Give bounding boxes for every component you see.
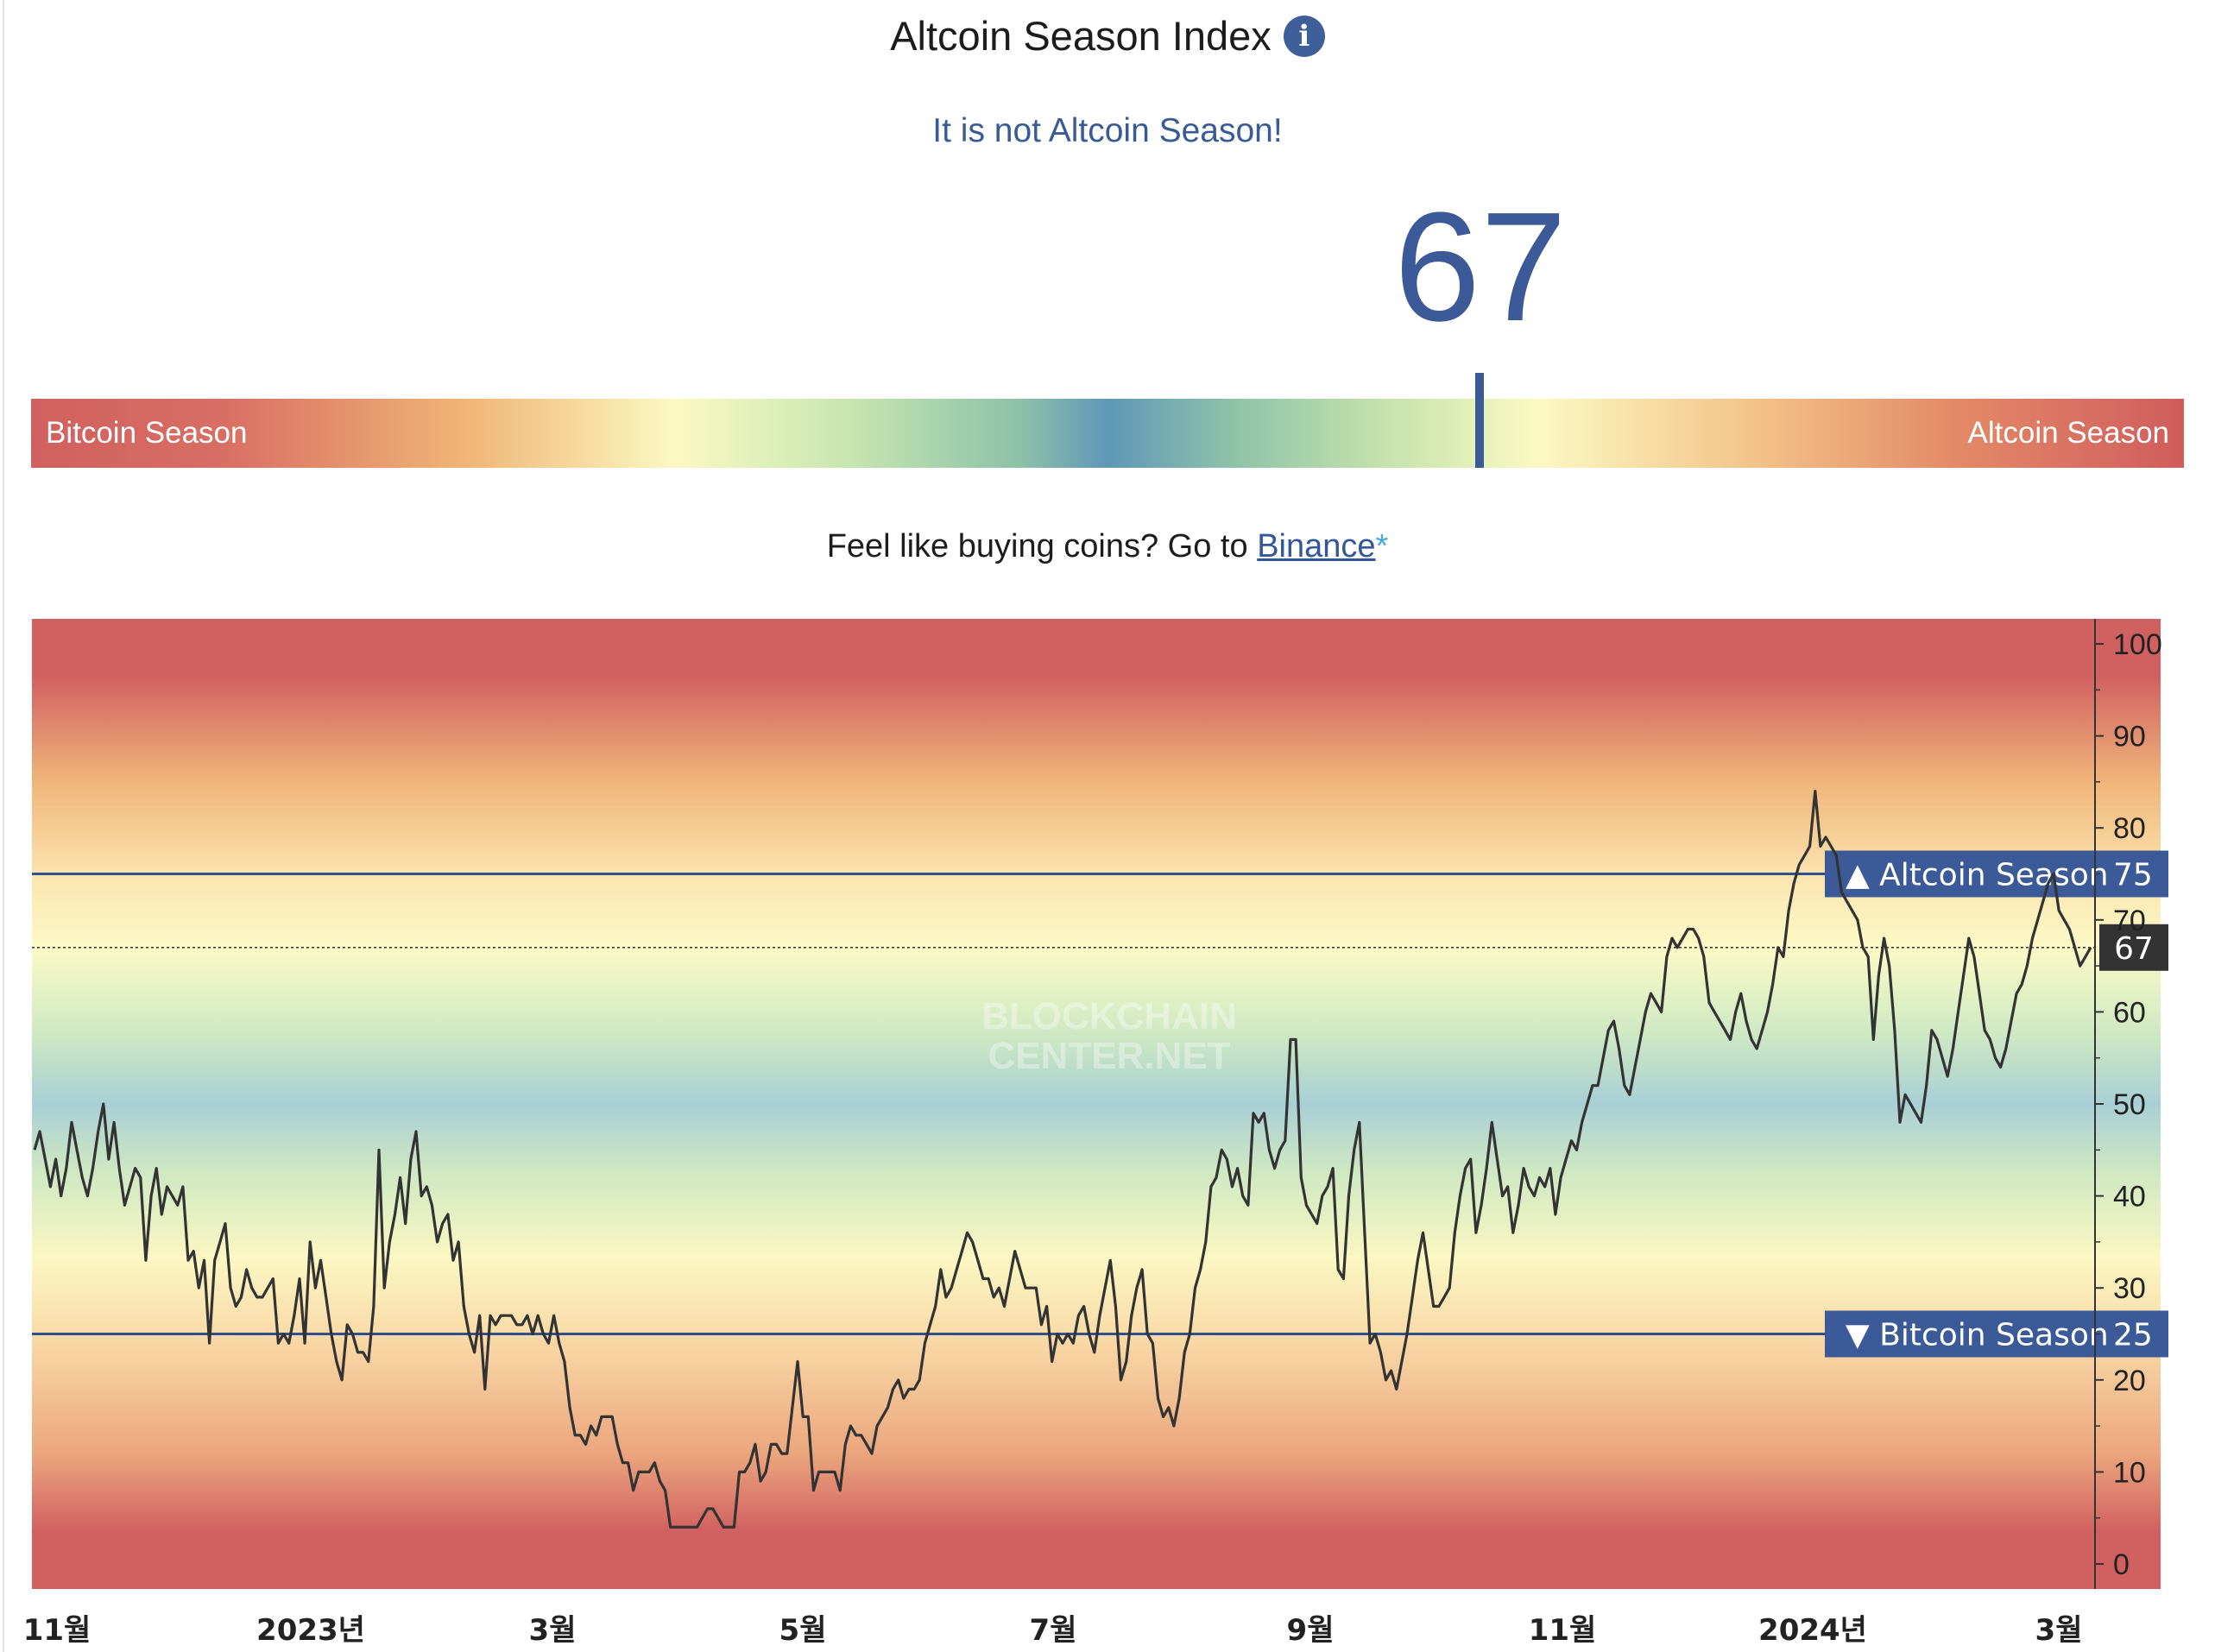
header: Altcoin Season Index i bbox=[0, 12, 2215, 60]
gauge-marker bbox=[1475, 373, 1484, 468]
threshold-label-box bbox=[1825, 1310, 2168, 1358]
promo-line: Feel like buying coins? Go to Binance* bbox=[0, 528, 2215, 565]
x-tick-label: 9월 bbox=[1287, 1613, 1335, 1648]
x-tick-label: 11월 bbox=[23, 1613, 92, 1648]
y-tick-label: 50 bbox=[2113, 1088, 2146, 1121]
watermark-line-2: CENTER.NET bbox=[988, 1035, 1230, 1077]
y-tick-label: 30 bbox=[2113, 1272, 2146, 1305]
x-tick-label: 3월 bbox=[529, 1613, 577, 1648]
threshold-value: 25 bbox=[2113, 1318, 2153, 1353]
threshold-label-box bbox=[1825, 850, 2168, 898]
season-gauge: Bitcoin Season Altcoin Season bbox=[31, 399, 2184, 468]
y-tick-label: 0 bbox=[2113, 1548, 2130, 1581]
y-tick-label: 10 bbox=[2113, 1456, 2146, 1489]
x-tick-label: 7월 bbox=[1030, 1613, 1077, 1648]
binance-link[interactable]: Binance bbox=[1257, 528, 1376, 564]
page-left-border bbox=[3, 0, 4, 1652]
gauge-label-bitcoin: Bitcoin Season bbox=[46, 416, 248, 450]
promo-asterisk: * bbox=[1375, 528, 1389, 564]
x-tick-label: 2023년 bbox=[256, 1613, 365, 1648]
x-tick-label: 2024년 bbox=[1758, 1613, 1867, 1648]
season-status: It is not Altcoin Season! bbox=[932, 112, 1283, 149]
x-tick-label: 5월 bbox=[779, 1613, 827, 1648]
promo-text: Feel like buying coins? Go to bbox=[826, 528, 1258, 564]
y-tick-label: 70 bbox=[2113, 905, 2146, 937]
y-tick-label: 100 bbox=[2113, 628, 2162, 661]
chart-background bbox=[32, 619, 2161, 1589]
y-tick-label: 90 bbox=[2113, 721, 2146, 753]
x-tick-label: 11월 bbox=[1529, 1613, 1597, 1648]
page-title: Altcoin Season Index bbox=[890, 13, 1272, 59]
y-tick-label: 80 bbox=[2113, 812, 2146, 845]
threshold-value: 75 bbox=[2113, 858, 2153, 893]
y-tick-label: 40 bbox=[2113, 1181, 2146, 1214]
series-line-0 bbox=[33, 790, 2092, 1529]
current-value-label: 67 bbox=[2114, 931, 2154, 967]
info-icon[interactable]: i bbox=[1283, 15, 1325, 57]
x-tick-label: 3월 bbox=[2035, 1613, 2083, 1648]
watermark-line-1: BLOCKCHAIN bbox=[981, 995, 1237, 1037]
threshold-label: ▲ Altcoin Season bbox=[1846, 858, 2109, 893]
y-tick-label: 20 bbox=[2113, 1365, 2146, 1397]
current-value-box bbox=[2099, 924, 2168, 971]
index-value: 67 bbox=[1393, 180, 1568, 354]
gauge-label-altcoin: Altcoin Season bbox=[1967, 416, 2169, 450]
threshold-label: ▼ Bitcoin Season bbox=[1846, 1318, 2109, 1353]
y-tick-label: 60 bbox=[2113, 996, 2146, 1029]
